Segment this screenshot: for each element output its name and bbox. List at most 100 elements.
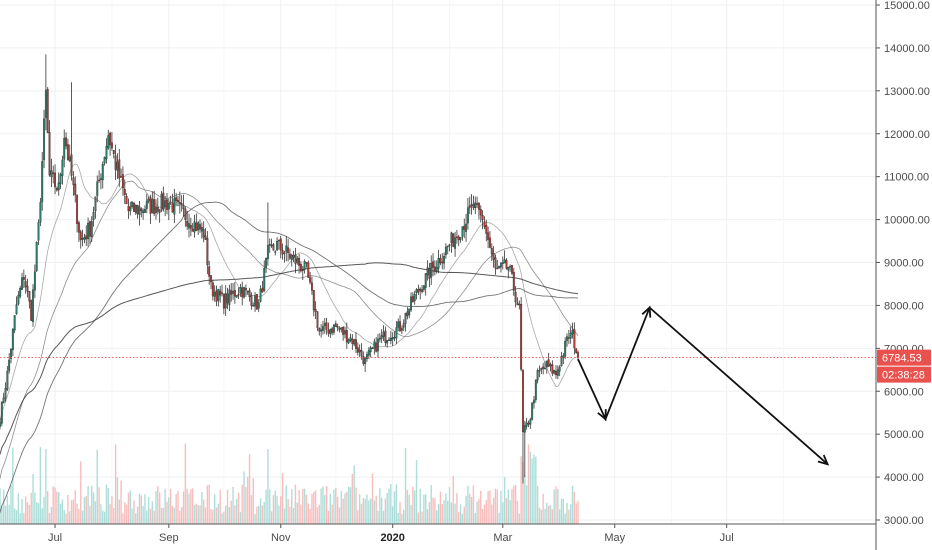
volume-bar	[63, 509, 65, 524]
candle-body	[98, 179, 101, 182]
volume-bar	[474, 512, 476, 524]
candle-body	[292, 254, 295, 258]
price-badge-bg	[877, 349, 931, 366]
volume-bar	[573, 491, 576, 524]
candle-body	[340, 327, 343, 330]
candle-body	[151, 199, 154, 213]
candle-body	[454, 237, 457, 249]
candle-body	[217, 289, 220, 301]
volume-bar	[261, 505, 264, 524]
candle-body	[421, 289, 424, 292]
volume-bar	[566, 503, 568, 524]
volume-bar	[197, 505, 199, 524]
candle-body	[101, 163, 104, 181]
candle-body	[375, 342, 378, 352]
candle-body	[569, 332, 572, 339]
candle-body	[90, 221, 93, 237]
volume-bar	[331, 504, 333, 524]
volume-bar	[514, 484, 517, 524]
volume-bar	[10, 485, 12, 524]
candle-body	[476, 203, 479, 205]
volume-bar	[52, 486, 54, 524]
volume-bar	[157, 486, 159, 524]
volume-bar	[56, 491, 58, 524]
volume-bar	[516, 500, 519, 524]
volume-bar	[353, 465, 355, 524]
candle-body	[133, 203, 135, 212]
projection-path	[577, 305, 830, 466]
candle-body	[261, 287, 264, 293]
volume-bar	[151, 501, 154, 524]
volume-bar	[481, 508, 484, 524]
candle-body	[213, 291, 216, 297]
volume-bar	[294, 484, 297, 524]
candle-body	[44, 90, 47, 118]
candlesticks[interactable]	[0, 54, 579, 484]
candle-body	[241, 287, 244, 298]
candle-body	[265, 257, 268, 268]
volume-bar	[562, 499, 565, 524]
candle-body	[129, 206, 132, 212]
volume-bar	[536, 485, 539, 524]
volume-bar	[180, 507, 183, 524]
candle-body	[144, 209, 146, 213]
candle-body	[169, 201, 172, 204]
volume-bar	[309, 508, 311, 524]
candle-body	[266, 245, 269, 260]
volume-bar	[485, 500, 487, 524]
candle-body	[206, 237, 209, 266]
volume-bar	[259, 498, 262, 524]
candle-body	[226, 293, 229, 304]
volume-bar	[305, 494, 308, 524]
volume-bar	[575, 503, 577, 524]
candle-body	[520, 304, 523, 370]
candle-body	[542, 366, 545, 369]
volume-bar	[289, 506, 291, 524]
volume-bar	[408, 494, 410, 524]
candle-body	[248, 290, 251, 298]
y-tick-label: 4000.00	[884, 472, 924, 484]
volume-bar	[43, 496, 45, 524]
candle-body	[74, 183, 77, 196]
volume-bar	[544, 508, 546, 524]
volume-bar	[426, 509, 429, 524]
candle-body	[395, 327, 398, 339]
candle-body	[171, 203, 174, 213]
candle-body	[156, 207, 159, 212]
volume-bar	[469, 493, 471, 524]
candle-body	[465, 223, 468, 232]
candle-body	[397, 321, 400, 328]
volume-bar	[511, 488, 513, 524]
volume-bar	[502, 502, 504, 524]
volume-bar	[415, 460, 418, 524]
volume-bar	[569, 504, 572, 524]
candle-body	[274, 251, 277, 253]
candle-body	[402, 323, 405, 328]
volume-bar	[89, 505, 91, 524]
candle-body	[59, 174, 62, 185]
volume-bar	[448, 487, 451, 524]
x-tick-label: Nov	[271, 532, 291, 544]
volume-bar	[191, 488, 194, 524]
volume-bar	[274, 490, 276, 524]
volume-bar	[347, 486, 350, 524]
volume-bar	[349, 487, 352, 524]
candle-body	[114, 155, 117, 170]
candle-body	[494, 257, 497, 269]
volume-bar	[69, 511, 71, 524]
volume-bar	[4, 505, 7, 524]
volume-bar	[558, 509, 561, 524]
candle-body	[483, 221, 486, 227]
volume-bar	[450, 502, 453, 524]
volume-bar	[78, 508, 80, 524]
volume-bar	[302, 488, 304, 524]
candle-body	[452, 233, 455, 247]
candle-body	[277, 239, 280, 242]
volume-bar	[213, 494, 216, 524]
projection-arrowhead-3	[817, 454, 830, 466]
volume-bar	[92, 492, 95, 524]
candle-body	[63, 138, 66, 160]
